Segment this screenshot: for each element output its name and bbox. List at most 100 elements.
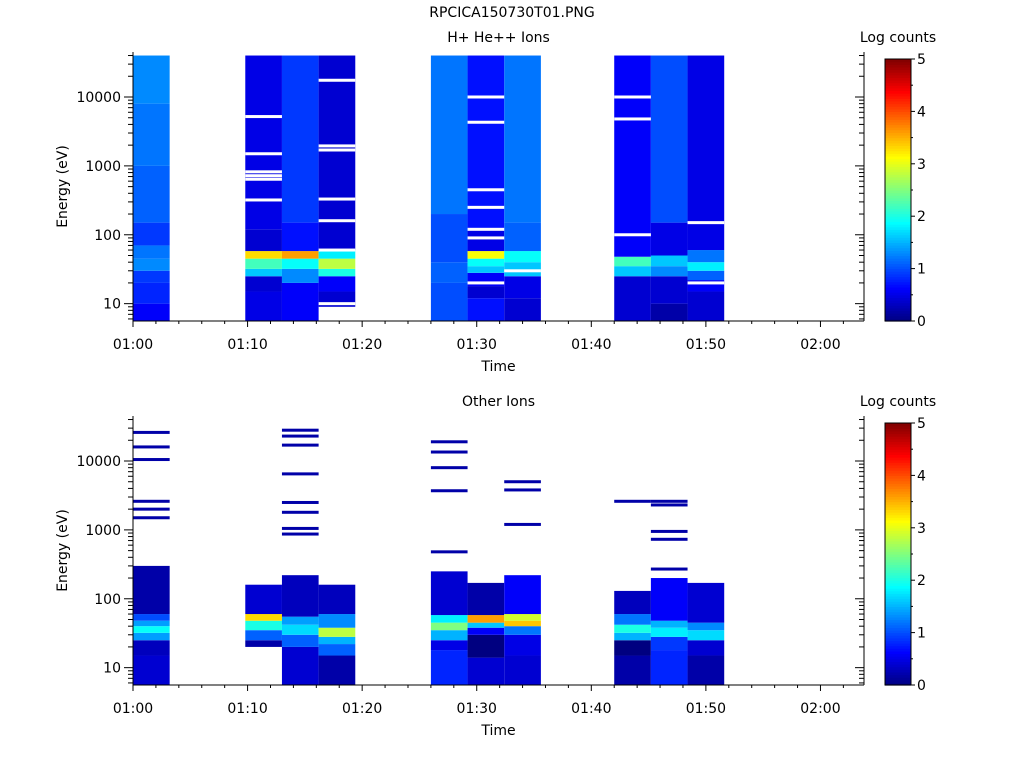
spectrogram-cell — [687, 640, 725, 656]
spectrogram-cell — [245, 614, 282, 621]
colorbar-segment — [885, 548, 911, 552]
colorbar-segment — [885, 300, 911, 304]
colorbar-segment — [885, 195, 911, 199]
colorbar-segment — [885, 171, 911, 175]
sparse-count-line — [504, 480, 541, 484]
colorbar-segment — [885, 100, 911, 105]
colorbar-segment — [885, 650, 911, 655]
x-tick-label: 01:40 — [571, 701, 611, 717]
colorbar-segment — [885, 116, 911, 120]
sparse-count-line — [650, 529, 688, 533]
colorbar-segment — [885, 145, 911, 149]
colorbar-segment — [885, 268, 911, 272]
spectrogram-cell — [614, 624, 651, 633]
spectrogram-cell — [687, 630, 725, 641]
spectrogram-cell — [467, 634, 505, 658]
sparse-count-line — [133, 516, 170, 520]
colorbar-segment — [885, 305, 911, 309]
spectrogram-cell — [614, 632, 651, 641]
sparse-count-line — [430, 550, 468, 554]
x-tick-label: 01:30 — [457, 337, 497, 353]
spectrogram-cell — [133, 222, 170, 246]
colorbar-segment — [885, 606, 911, 610]
y-tick-label: 10000 — [76, 90, 121, 106]
spectrogram-cell — [504, 222, 541, 252]
colorbar-segment — [885, 72, 911, 76]
colorbar-segment — [885, 525, 911, 529]
colorbar-segment — [885, 504, 911, 508]
colorbar-segment — [885, 546, 911, 550]
colorbar-segment — [885, 438, 911, 442]
colorbar-segment — [885, 451, 911, 456]
colorbar-segment — [885, 64, 911, 68]
colorbar-segment — [885, 210, 911, 215]
colorbar-segment — [885, 179, 911, 183]
sparse-count-line — [430, 450, 468, 454]
colorbar-segment — [885, 428, 911, 432]
no-data-gap — [318, 78, 356, 82]
colorbar-segment — [885, 242, 911, 246]
x-tick-label: 02:00 — [800, 701, 840, 717]
colorbar-segment — [885, 252, 911, 257]
spectrogram-cell — [687, 262, 725, 271]
spectrogram-cell — [467, 286, 505, 299]
spectrogram-cell — [467, 622, 505, 628]
colorbar-segment — [885, 150, 911, 154]
sparse-count-line — [133, 458, 170, 462]
colorbar-segment — [885, 106, 911, 110]
colorbar-segment — [885, 216, 911, 220]
x-tick-label: 01:00 — [113, 701, 153, 717]
colorbar-segment — [885, 132, 911, 136]
colorbar-tick-label: 5 — [917, 52, 926, 68]
colorbar-segment — [885, 307, 911, 312]
no-data-gap — [687, 281, 725, 285]
colorbar-segment — [885, 111, 911, 115]
spectrogram-cell — [133, 303, 170, 321]
sparse-count-line — [504, 488, 541, 492]
spectrogram-cell — [318, 644, 356, 656]
spectrogram-cell — [245, 258, 282, 269]
colorbar-segment — [885, 669, 911, 673]
spectrogram-cell — [504, 262, 541, 277]
colorbar-segment — [885, 459, 911, 463]
x-tick-label: 01:50 — [686, 701, 726, 717]
spectrogram-cell — [430, 282, 468, 321]
no-data-gap — [467, 120, 505, 124]
colorbar-segment — [885, 590, 911, 594]
spectrogram-cell — [318, 636, 356, 645]
y-axis-label: Energy (eV) — [55, 509, 71, 592]
spectrogram-cell — [614, 655, 651, 685]
colorbar-segment — [885, 614, 911, 618]
spectrogram-cell — [650, 55, 688, 223]
spectrogram-cell — [650, 222, 688, 256]
spectrogram-cell — [133, 632, 170, 641]
spectrogram-cell — [133, 620, 170, 627]
spectrogram-cell — [318, 276, 356, 292]
spectrogram-cell — [133, 165, 170, 223]
colorbar-tick-label: 3 — [917, 521, 926, 537]
colorbar-tick-label: 2 — [917, 209, 926, 225]
colorbar-segment — [885, 98, 911, 102]
spectrogram-cell — [245, 229, 282, 252]
spectrogram-cell — [318, 268, 356, 277]
colorbar-segment — [885, 271, 911, 275]
colorbar-segment — [885, 140, 911, 144]
spectrogram-cell — [281, 222, 319, 252]
no-data-gap — [614, 95, 651, 99]
panel-title: H+ He++ Ions — [447, 30, 550, 46]
spectrogram-cell — [650, 627, 688, 637]
no-data-gap — [467, 95, 505, 99]
spectrogram-cell — [504, 251, 541, 263]
colorbar-segment — [885, 488, 911, 492]
colorbar-segment — [885, 648, 911, 652]
colorbar-tick-label: 4 — [917, 468, 926, 484]
colorbar-segment — [885, 632, 911, 636]
colorbar-segment — [885, 153, 911, 157]
no-data-gap — [245, 115, 282, 119]
spectrogram-cell — [245, 251, 282, 259]
y-tick-label: 100 — [94, 228, 121, 244]
colorbar-segment — [885, 464, 911, 469]
colorbar-segment — [885, 467, 911, 471]
colorbar-segment — [885, 103, 911, 107]
